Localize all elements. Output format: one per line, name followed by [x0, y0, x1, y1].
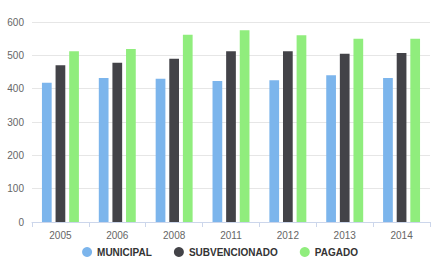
svg-text:MUNICIPAL: MUNICIPAL — [97, 247, 152, 258]
svg-text:600: 600 — [7, 17, 24, 28]
svg-text:300: 300 — [7, 117, 24, 128]
svg-text:2008: 2008 — [163, 230, 186, 241]
svg-text:2011: 2011 — [220, 230, 242, 241]
svg-text:2006: 2006 — [106, 230, 129, 241]
svg-text:2012: 2012 — [277, 230, 300, 241]
svg-text:400: 400 — [7, 83, 24, 94]
svg-text:200: 200 — [7, 150, 24, 161]
svg-text:2013: 2013 — [334, 230, 357, 241]
svg-text:500: 500 — [7, 50, 24, 61]
svg-text:100: 100 — [7, 183, 24, 194]
svg-text:SUBVENCIONADO: SUBVENCIONADO — [189, 247, 278, 258]
svg-text:2005: 2005 — [49, 230, 72, 241]
svg-text:2014: 2014 — [390, 230, 413, 241]
svg-text:PAGADO: PAGADO — [315, 247, 358, 258]
svg-text:0: 0 — [18, 217, 24, 228]
